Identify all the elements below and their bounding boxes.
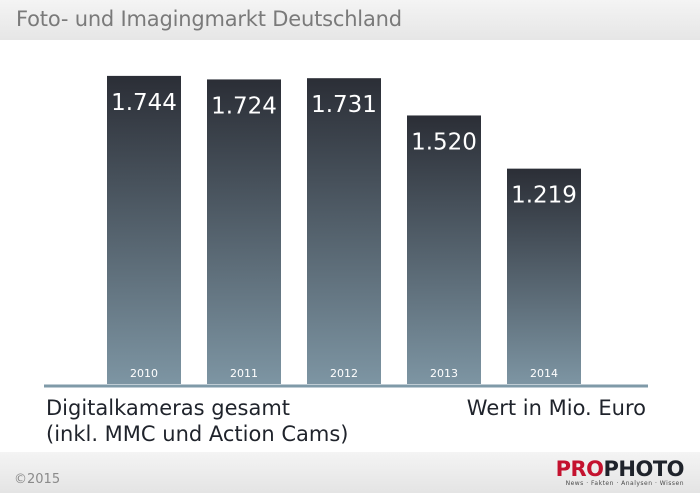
bar-2011: [207, 79, 281, 384]
copyright-text: ©2015: [14, 472, 61, 487]
category-label-2012: 2012: [330, 367, 358, 380]
category-label-2010: 2010: [130, 367, 158, 380]
caption-line-2: (inkl. MMC und Action Cams): [46, 422, 349, 446]
bar-2012: [307, 78, 381, 384]
logo-tagline: News · Fakten · Analysen · Wissen: [565, 480, 684, 487]
footer-bar: ©2015 PROPHOTO News · Fakten · Analysen …: [0, 452, 700, 493]
logo-pro: PRO: [555, 457, 604, 481]
value-label-2014: 1.219: [511, 183, 577, 209]
bars-group: 1.744 2010 1.724 2011 1.731 2012 1.520 2013 1.21…: [107, 75, 581, 384]
value-label-2012: 1.731: [311, 92, 377, 118]
header-bar: Foto- und Imagingmarkt Deutschland: [0, 0, 700, 40]
value-label-2010: 1.744: [111, 90, 177, 116]
caption-line-1: Digitalkameras gesamt: [46, 396, 291, 420]
bar-chart: 1.744 2010 1.724 2011 1.731 2012 1.520 2013 1.21…: [44, 75, 648, 388]
category-label-2011: 2011: [230, 367, 258, 380]
bar-2014: [507, 168, 581, 384]
category-label-2014: 2014: [530, 367, 558, 380]
logo-photo: PHOTO: [603, 457, 685, 481]
bar-2010: [107, 75, 181, 384]
chart-caption-left: Digitalkameras gesamt (inkl. MMC und Act…: [46, 395, 348, 447]
value-label-2013: 1.520: [411, 129, 477, 155]
unit-caption: Wert in Mio. Euro: [466, 396, 646, 420]
category-label-2013: 2013: [430, 367, 458, 380]
bar-2013: [407, 115, 481, 384]
prophoto-logo: PROPHOTO News · Fakten · Analysen · Wiss…: [555, 457, 685, 488]
chart-title: Foto- und Imagingmarkt Deutschland: [16, 7, 402, 31]
logo-wordmark: PROPHOTO: [555, 457, 685, 481]
value-label-2011: 1.724: [211, 93, 277, 119]
